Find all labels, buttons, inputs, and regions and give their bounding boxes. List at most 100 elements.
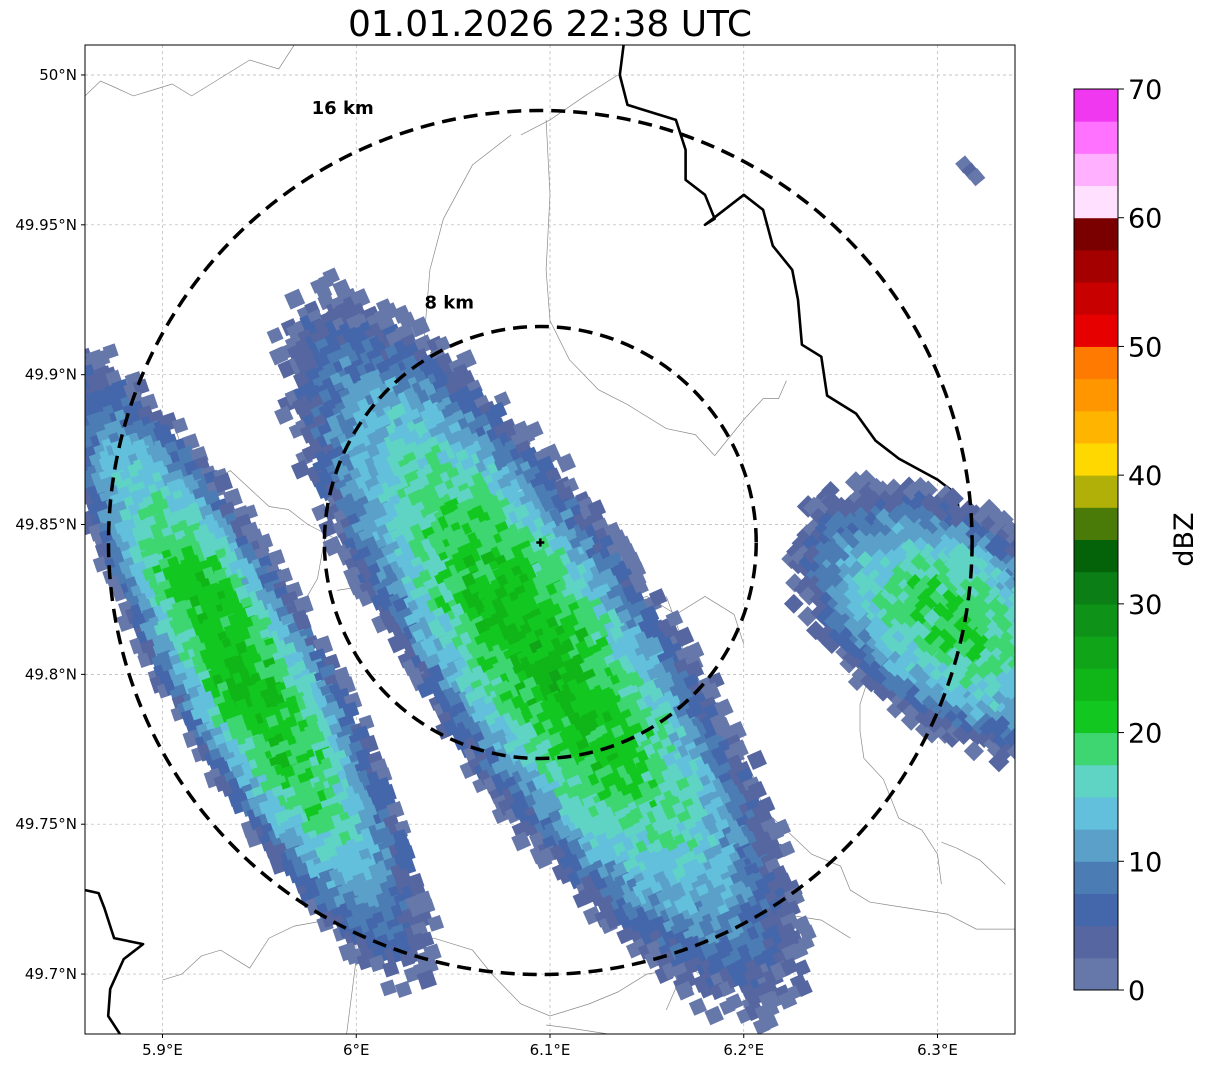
echo-pixel [63,387,79,403]
colorbar-swatch [1074,893,1118,927]
echo-pixel [368,954,387,973]
echo-pixel [1025,565,1045,585]
echo-pixel [1056,741,1075,760]
echo-pixel [409,316,431,338]
echo-pixel [266,326,284,344]
echo-pixel [57,449,74,466]
echo-pixel [1044,601,1063,620]
echo-pixel [1027,679,1049,701]
echo-pixel [69,414,85,430]
echo-pixel [688,997,708,1016]
echo-pixel [1026,699,1048,721]
echo-pixel [268,549,286,567]
echo-pixel [423,943,442,962]
echo-pixel [65,394,84,413]
radar-echoes [40,155,1077,1034]
echo-pixel [1030,636,1050,656]
echo-pixel [783,593,804,614]
echo-pixel [1022,595,1044,617]
echo-pixel [294,614,312,632]
echo-pixel [1030,602,1048,620]
echo-west-cell [40,343,445,999]
echo-pixel [1048,749,1069,770]
echo-pixel [1044,659,1064,679]
colorbar-tick-label: 60 [1128,204,1162,235]
colorbar-swatch [1074,957,1118,991]
colorbar-swatch [1074,925,1118,959]
echo-pixel [386,801,405,820]
colorbar-swatch [1074,346,1118,380]
echo-pixel [434,335,451,353]
echo-pixel [419,898,436,915]
echo-pixel [293,595,314,616]
echo-pixel [1053,727,1073,747]
colorbar-swatch [1074,121,1118,154]
echo-pixel [1024,686,1045,707]
echo-pixel [1040,654,1058,672]
echo-pixel [1055,641,1077,663]
y-tick-label: 49.7°N [25,965,77,983]
echo-pixel [414,334,434,355]
echo-pixel [422,957,439,974]
echo-pixel [1032,693,1051,712]
echo-pixel [1018,692,1040,714]
echo-pixel [1043,570,1060,587]
echo-pixel [1057,677,1076,696]
echo-pixel [1043,665,1063,685]
region-border-4 [545,119,715,456]
region-border-0 [85,45,295,97]
echo-pixel [341,701,360,719]
echo-pixel [795,979,813,997]
echo-pixel [756,796,776,815]
echo-pixel [762,1000,780,1018]
echo-pixel [1038,698,1059,719]
x-tick-label: 5.9°E [142,1041,183,1059]
echo-pixel [1047,703,1067,723]
echo-pixel [290,459,311,480]
echo-pixel [797,934,815,952]
y-tick-label: 49.8°N [25,665,77,683]
region-border-5 [714,380,787,456]
echo-pixel [1034,737,1056,759]
echo-pixel [747,780,768,801]
echo-pixel [1029,666,1047,684]
colorbar-tick-label: 10 [1128,847,1162,878]
colorbar-tick-label: 20 [1128,719,1162,750]
echo-pixel [1053,664,1072,683]
echo-pixel [525,421,544,439]
country-border-1 [85,888,145,1034]
echo-pixel [65,425,80,440]
echo-pixel [1051,682,1069,700]
colorbar-swatch [1074,700,1118,734]
echo-pixel [511,831,532,852]
echo-pixel [1026,655,1048,677]
echo-pixel [700,682,722,703]
echo-pixel [417,931,435,948]
colorbar-swatch [1074,732,1118,766]
echo-pixel [1018,574,1035,591]
echo-pixel [40,398,58,416]
echo-pixel [746,749,767,771]
colorbar-swatch [1074,442,1118,476]
echo-pixel [1040,622,1058,640]
echo-pixel [1017,668,1037,688]
echo-east-cell [781,469,1077,773]
dbz-colorbar: 0 10 20 30 40 50 60 70 dBZ [1073,75,1200,1007]
echo-pixel [728,739,749,760]
range-ring-label-1: 16 km [312,98,374,119]
echo-pixel [1044,724,1065,745]
echo-pixel [1018,618,1037,637]
colorbar-swatch [1074,571,1118,605]
colorbar-swatch [1074,185,1118,219]
echo-pixel [793,959,811,977]
echo-pixel [62,402,81,421]
echo-pixel [1013,677,1015,696]
map-title: 01.01.2026 22:38 UTC [347,4,753,45]
echo-pixel [684,660,705,680]
echo-pixel [759,1011,779,1032]
echo-pixel [1022,663,1040,681]
range-ring-label-0: 8 km [424,293,474,314]
echo-pixel [182,433,200,451]
colorbar-swatch [1074,507,1118,540]
echo-pixel [60,418,77,435]
